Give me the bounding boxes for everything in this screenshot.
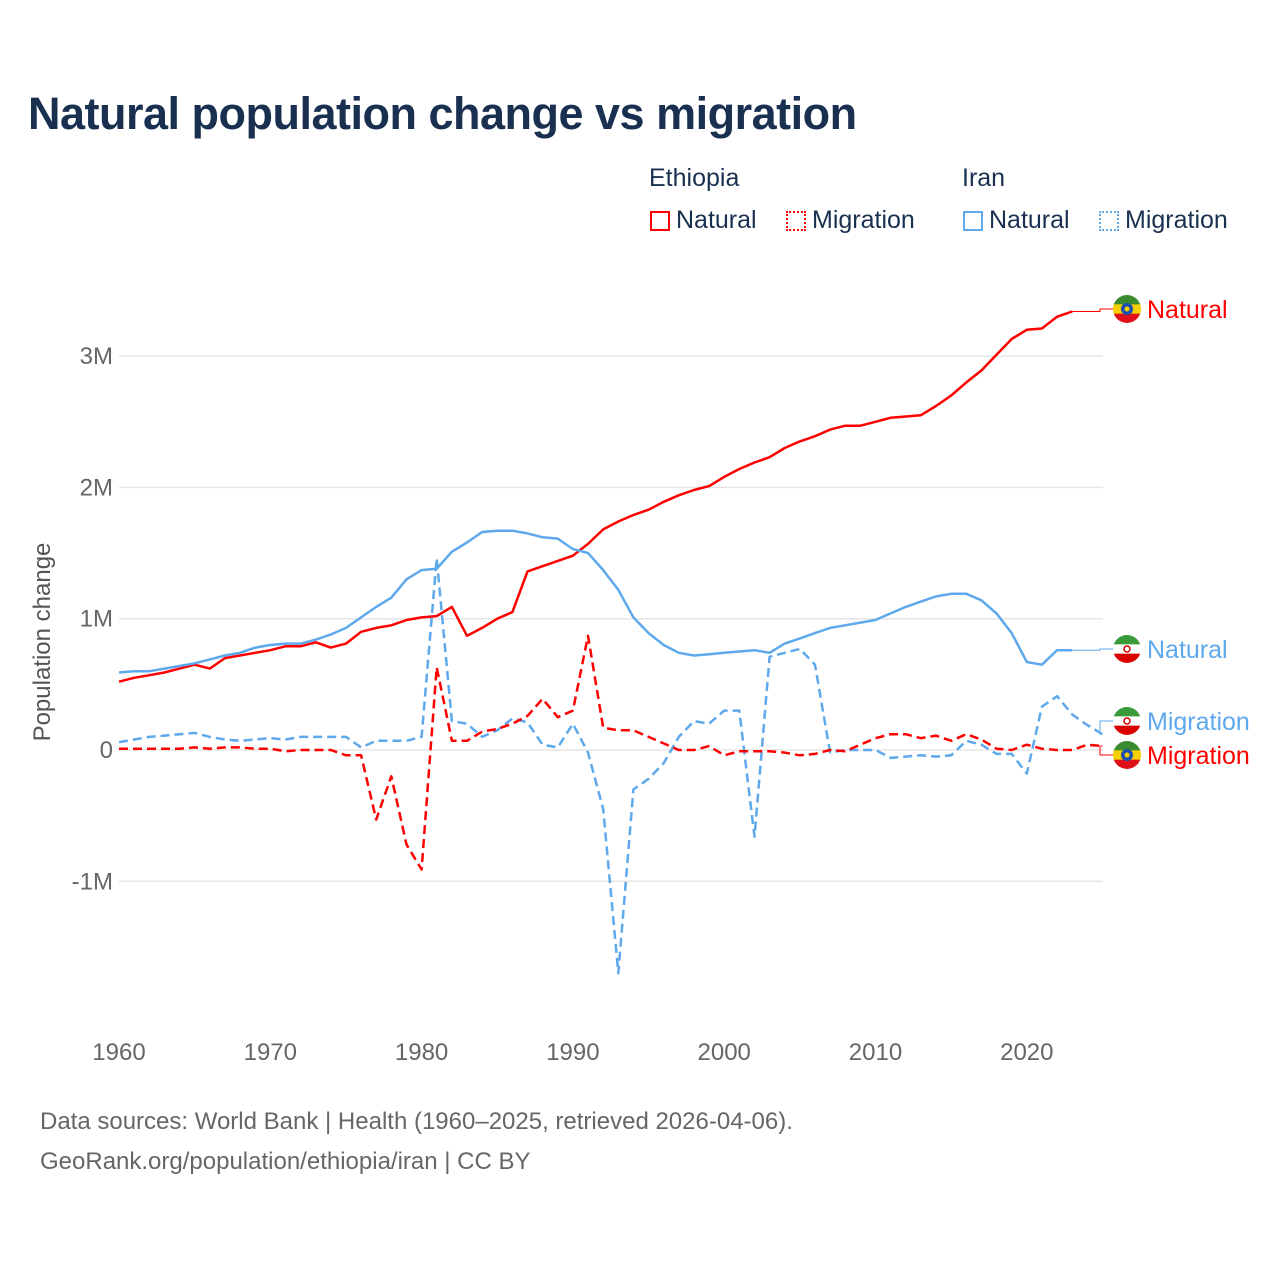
- y-tick-label: 1M: [80, 606, 113, 633]
- legend-group-ethiopia: Ethiopia: [649, 164, 740, 192]
- x-tick-label: 2010: [849, 1039, 902, 1066]
- label-connector: [1099, 720, 1113, 735]
- legend-ethiopia-natural[interactable]: Natural: [650, 206, 757, 235]
- flag-stripe: [1113, 707, 1141, 717]
- flag-stripe: [1113, 635, 1141, 645]
- x-tick-label: 1980: [395, 1039, 448, 1066]
- y-tick-label: 3M: [80, 343, 113, 370]
- footer-credit: GeoRank.org/population/ethiopia/iran | C…: [40, 1148, 531, 1175]
- flag-stripe: [1113, 313, 1141, 323]
- legend-swatch-solid: [650, 210, 670, 231]
- legend-iran-natural[interactable]: Natural: [963, 206, 1070, 235]
- flag-emblem: [1123, 645, 1131, 653]
- series-end-label: Natural: [1147, 636, 1228, 664]
- flag-star: [1124, 752, 1130, 758]
- x-tick-label: 2020: [1000, 1039, 1053, 1066]
- ethiopia-flag-icon: [1113, 741, 1141, 769]
- iran-flag-icon: [1113, 635, 1141, 663]
- iran-flag-icon: [1113, 707, 1141, 735]
- flag-stripe: [1113, 653, 1141, 663]
- y-tick-label: -1M: [72, 868, 113, 895]
- flag-stripe: [1113, 644, 1141, 655]
- legend-swatch-dotted: [786, 210, 806, 231]
- legend-group-iran: Iran: [962, 164, 1006, 192]
- y-tick-label: 0: [100, 737, 113, 764]
- x-tick-label: 2000: [698, 1039, 751, 1066]
- series-end-label: Migration: [1147, 742, 1250, 770]
- flag-emblem: [1123, 717, 1131, 725]
- ethiopia-flag-icon: [1113, 295, 1141, 323]
- flag-stripe: [1113, 725, 1141, 735]
- footer-source: Data sources: World Bank | Health (1960–…: [40, 1108, 793, 1135]
- x-tick-label: 1970: [244, 1039, 297, 1066]
- series-line-ethiopia-natural: [118, 310, 1073, 683]
- legend-label: Migration: [812, 206, 915, 234]
- y-axis-label: Population change: [29, 543, 56, 742]
- series-line-ethiopia-migration: [119, 634, 1103, 871]
- label-connector: [1072, 308, 1113, 312]
- legend-swatch-dotted: [1099, 210, 1119, 231]
- series-line-iran-natural: [118, 529, 1073, 674]
- y-tick-label: 2M: [80, 474, 113, 501]
- legend-swatch-solid: [963, 210, 983, 231]
- flag-stripe: [1113, 741, 1141, 751]
- flag-stripe: [1113, 716, 1141, 727]
- series-line-iran-migration: [118, 557, 1104, 975]
- series-end-label: Migration: [1147, 708, 1250, 736]
- legend-iran-migration[interactable]: Migration: [1099, 206, 1228, 235]
- series-end-label: Natural: [1147, 296, 1228, 324]
- x-tick-label: 1960: [92, 1039, 145, 1066]
- label-connector: [1072, 648, 1113, 651]
- legend-ethiopia-migration[interactable]: Migration: [786, 206, 915, 235]
- x-tick-label: 1990: [546, 1039, 599, 1066]
- legend-label: Natural: [989, 206, 1070, 234]
- chart-title: Natural population change vs migration: [28, 88, 857, 139]
- legend-label: Migration: [1125, 206, 1228, 234]
- flag-stripe: [1113, 759, 1141, 769]
- legend-label: Natural: [676, 206, 757, 234]
- flag-star: [1124, 306, 1130, 312]
- label-connector: [1099, 745, 1113, 756]
- flag-stripe: [1113, 295, 1141, 305]
